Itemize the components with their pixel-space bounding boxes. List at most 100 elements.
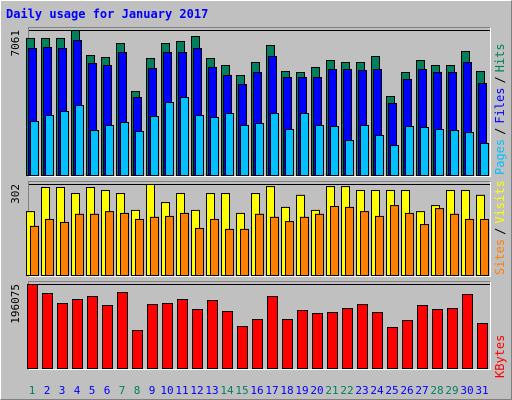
bar	[357, 304, 368, 369]
bar	[60, 221, 69, 276]
bar	[345, 140, 354, 176]
legend-entry: Files	[493, 88, 507, 124]
x-tick-label: 14	[220, 384, 234, 397]
bar	[132, 330, 143, 370]
bar	[330, 126, 339, 177]
bar	[360, 211, 369, 276]
x-tick-label: 20	[310, 384, 323, 397]
bar	[120, 121, 129, 176]
bar	[435, 208, 444, 276]
bar	[405, 212, 414, 277]
bar	[195, 227, 204, 276]
x-tick-label: 21	[325, 384, 338, 397]
bar	[480, 218, 489, 276]
x-tick-label: 31	[475, 384, 488, 397]
bar	[90, 130, 99, 176]
bar	[327, 312, 338, 370]
bar	[330, 205, 339, 276]
x-tick-label: 2	[44, 384, 51, 397]
x-tick-label: 7	[119, 384, 126, 397]
bar	[30, 225, 39, 277]
bar	[27, 284, 38, 369]
bar	[45, 114, 54, 176]
bar	[462, 294, 473, 369]
bar	[120, 212, 129, 277]
bar	[57, 303, 68, 369]
bar	[207, 300, 218, 369]
bar	[402, 320, 413, 369]
x-tick-label: 22	[340, 384, 353, 397]
x-tick-label: 29	[445, 384, 458, 397]
bar	[147, 304, 158, 369]
legend-separator: /	[493, 228, 507, 235]
bar	[390, 205, 399, 276]
x-tick-label: 15	[235, 384, 248, 397]
bar	[465, 131, 474, 176]
legend-entry: Visits	[493, 180, 507, 223]
panel-edge	[28, 27, 491, 177]
x-tick-label: 5	[89, 384, 96, 397]
bar	[480, 143, 489, 177]
bar	[192, 309, 203, 369]
bar	[225, 113, 234, 176]
bar	[30, 120, 39, 176]
bar	[75, 213, 84, 277]
x-tick-label: 25	[385, 384, 398, 397]
bar	[267, 296, 278, 370]
bar	[255, 213, 264, 277]
y-tick-label: 302	[9, 184, 22, 204]
bar	[420, 224, 429, 276]
bar	[240, 228, 249, 277]
bar	[465, 218, 474, 276]
bar	[270, 216, 279, 277]
bar	[240, 124, 249, 176]
x-tick-label: 24	[370, 384, 384, 397]
bar	[45, 218, 54, 276]
bar	[180, 97, 189, 176]
x-tick-label: 1	[29, 384, 36, 397]
x-tick-label: 8	[134, 384, 141, 397]
bar	[162, 303, 173, 369]
bar	[387, 327, 398, 369]
x-tick-label: 23	[355, 384, 368, 397]
bar	[270, 113, 279, 176]
bar	[210, 218, 219, 276]
legend-entry: Pages	[493, 139, 507, 175]
bar	[285, 221, 294, 276]
x-tick-label: 18	[280, 384, 293, 397]
legend: Sites / Visits	[493, 180, 507, 275]
legend: Pages / Files / Hits	[493, 43, 507, 175]
bar	[105, 211, 114, 276]
bar	[312, 313, 323, 370]
bar	[222, 311, 233, 369]
bar	[135, 130, 144, 177]
bar	[150, 216, 159, 277]
x-tick-label: 11	[175, 384, 188, 397]
bar	[150, 116, 159, 176]
bar	[477, 323, 488, 370]
x-tick-label: 26	[400, 384, 413, 397]
x-tick-label: 6	[104, 384, 111, 397]
bar	[90, 213, 99, 277]
bar	[105, 124, 114, 176]
legend-separator: /	[493, 76, 507, 83]
bar	[417, 305, 428, 369]
x-tick-label: 19	[295, 384, 308, 397]
x-tick-label: 27	[415, 384, 428, 397]
bar	[447, 308, 458, 370]
bar	[360, 124, 369, 176]
bar	[72, 299, 83, 369]
bar	[405, 126, 414, 177]
x-tick-label: 28	[430, 384, 443, 397]
x-tick-label: 30	[460, 384, 473, 397]
legend-entry: Hits	[493, 43, 507, 72]
legend-separator: /	[493, 128, 507, 135]
bar	[372, 312, 383, 370]
bar	[135, 218, 144, 276]
bar	[117, 292, 128, 369]
bar	[210, 116, 219, 176]
bar	[375, 215, 384, 276]
bar	[87, 296, 98, 370]
